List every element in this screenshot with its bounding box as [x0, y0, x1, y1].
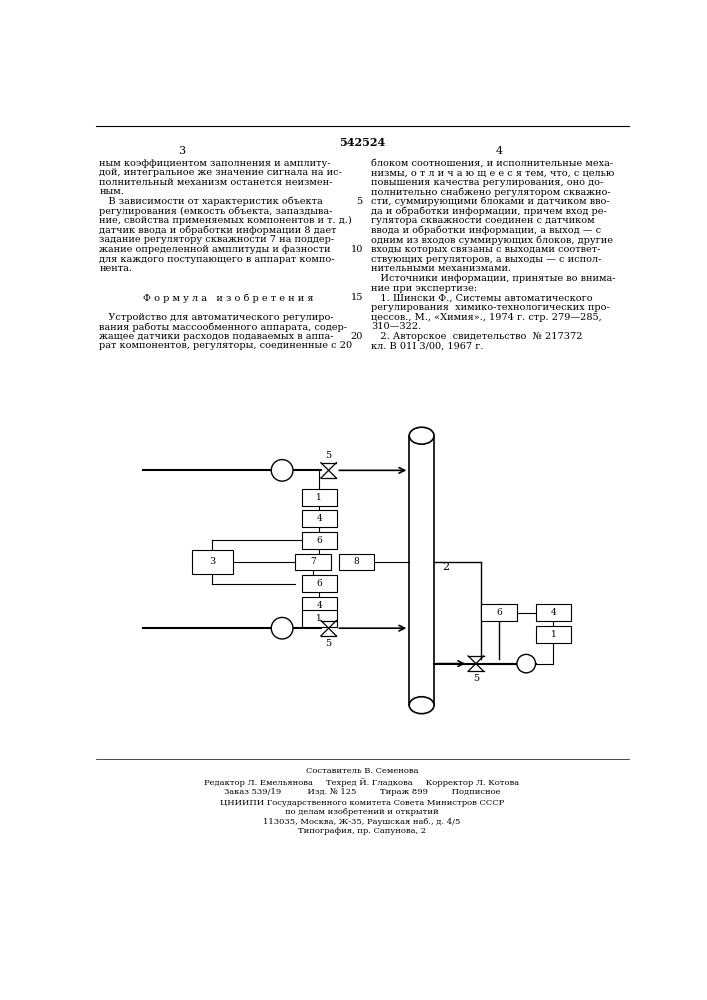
Text: В зависимости от характеристик объекта: В зависимости от характеристик объекта: [99, 197, 323, 207]
Text: жащее датчики расходов подаваемых в аппа-: жащее датчики расходов подаваемых в аппа…: [99, 332, 334, 341]
Text: для каждого поступающего в аппарат компо-: для каждого поступающего в аппарат компо…: [99, 255, 334, 264]
Text: 5: 5: [325, 639, 332, 648]
Text: 2: 2: [442, 562, 449, 572]
Circle shape: [271, 460, 293, 481]
Bar: [301, 532, 337, 549]
Text: ние, свойства применяемых компонентов и т. д.): ние, свойства применяемых компонентов и …: [99, 216, 352, 225]
Text: 4: 4: [317, 514, 322, 523]
Text: блоком соотношения, и исполнительные меха-: блоком соотношения, и исполнительные мех…: [371, 158, 614, 167]
Ellipse shape: [409, 697, 434, 714]
Bar: [301, 489, 337, 506]
Text: ЦНИИПИ Государственного комитета Совета Министров СССР: ЦНИИПИ Государственного комитета Совета …: [220, 799, 504, 807]
Text: низмы, о т л и ч а ю щ е е с я тем, что, с целью: низмы, о т л и ч а ю щ е е с я тем, что,…: [371, 168, 614, 177]
Text: Заказ 539/19          Изд. № 125         Тираж 899         Подписное: Заказ 539/19 Изд. № 125 Тираж 899 Подпис…: [223, 788, 500, 796]
Text: кл. В 01I 3/00, 1967 г.: кл. В 01I 3/00, 1967 г.: [371, 341, 484, 350]
Text: 310—322.: 310—322.: [371, 322, 421, 331]
Text: ввода и обработки информации, а выход — с: ввода и обработки информации, а выход — …: [371, 226, 602, 235]
Text: 113035, Москва, Ж-35, Раушская наб., д. 4/5: 113035, Москва, Ж-35, Раушская наб., д. …: [263, 818, 461, 826]
Text: вания работы массообменного аппарата, содер-: вания работы массообменного аппарата, со…: [99, 322, 347, 332]
Bar: [301, 575, 337, 592]
Text: ние при экспертизе:: ние при экспертизе:: [371, 284, 477, 293]
Text: жание определенной амплитуды и фазности: жание определенной амплитуды и фазности: [99, 245, 331, 254]
Text: 4: 4: [551, 608, 556, 617]
Text: 2. Авторское  свидетельство  № 217372: 2. Авторское свидетельство № 217372: [371, 332, 583, 341]
Text: нента.: нента.: [99, 264, 132, 273]
Circle shape: [271, 617, 293, 639]
Text: 3: 3: [209, 557, 216, 566]
Text: полнительно снабжено регулятором скважно-: полнительно снабжено регулятором скважно…: [371, 187, 611, 197]
Text: по делам изобретений и открытий: по делам изобретений и открытий: [285, 808, 439, 816]
Text: 3: 3: [178, 146, 185, 156]
Bar: [301, 597, 337, 614]
Text: одним из входов суммирующих блоков, другие: одним из входов суммирующих блоков, друг…: [371, 235, 613, 245]
Text: цессов., М., «Химия»., 1974 г. стр. 279—285,: цессов., М., «Химия»., 1974 г. стр. 279—…: [371, 312, 602, 322]
Text: полнительный механизм останется неизмен-: полнительный механизм останется неизмен-: [99, 178, 332, 187]
Text: 1: 1: [317, 614, 322, 623]
Text: 542524: 542524: [339, 137, 385, 148]
Text: повышения качества регулирования, оно до-: повышения качества регулирования, оно до…: [371, 178, 604, 187]
Text: 15: 15: [351, 293, 363, 302]
Text: входы которых связаны с выходами соответ-: входы которых связаны с выходами соответ…: [371, 245, 601, 254]
Text: 6: 6: [317, 579, 322, 588]
Text: 5: 5: [473, 674, 479, 683]
Text: регулирования (емкость объекта, запаздыва-: регулирования (емкость объекта, запаздыв…: [99, 207, 332, 216]
Bar: [409, 436, 434, 705]
Text: 1: 1: [551, 630, 556, 639]
Text: Устройство для автоматического регулиро-: Устройство для автоматического регулиро-: [99, 312, 334, 322]
Bar: [192, 550, 233, 574]
Text: ным коэффициентом заполнения и амплиту-: ным коэффициентом заполнения и амплиту-: [99, 158, 331, 167]
Text: Редактор Л. Емельянова     Техред Й. Гладкова     Корректор Л. Котова: Редактор Л. Емельянова Техред Й. Гладков…: [204, 778, 520, 787]
Ellipse shape: [409, 427, 434, 444]
Text: 20: 20: [351, 332, 363, 341]
Text: 5: 5: [356, 197, 363, 206]
Text: задание регулятору скважности 7 на поддер-: задание регулятору скважности 7 на подде…: [99, 235, 334, 244]
Text: Источники информации, принятые во внима-: Источники информации, принятые во внима-: [371, 274, 616, 283]
Text: да и обработки информации, причем вход ре-: да и обработки информации, причем вход р…: [371, 207, 607, 216]
Bar: [301, 610, 337, 627]
Text: 5: 5: [325, 451, 332, 460]
Bar: [339, 554, 374, 570]
Text: рат компонентов, регуляторы, соединенные с 20: рат компонентов, регуляторы, соединенные…: [99, 341, 352, 350]
Text: 1. Шински Ф., Системы автоматического: 1. Шински Ф., Системы автоматического: [371, 293, 593, 302]
Circle shape: [517, 654, 535, 673]
Text: 7: 7: [310, 557, 316, 566]
Text: Ф о р м у л а   и з о б р е т е н и я: Ф о р м у л а и з о б р е т е н и я: [143, 293, 313, 303]
Text: нительными механизмами.: нительными механизмами.: [371, 264, 511, 273]
Text: ствующих регуляторов, а выходы — с испол-: ствующих регуляторов, а выходы — с испол…: [371, 255, 602, 264]
Text: Составитель В. Семенова: Составитель В. Семенова: [305, 767, 419, 775]
Bar: [296, 554, 331, 570]
Bar: [535, 604, 571, 621]
Text: 6: 6: [496, 608, 502, 617]
Text: регулирования  химико-технологических про-: регулирования химико-технологических про…: [371, 303, 610, 312]
Text: 4: 4: [317, 601, 322, 610]
Text: Типография, пр. Сапунова, 2: Типография, пр. Сапунова, 2: [298, 827, 426, 835]
Text: дой, интегральное же значение сигнала на ис-: дой, интегральное же значение сигнала на…: [99, 168, 342, 177]
Text: 1: 1: [317, 493, 322, 502]
Text: датчик ввода и обработки информации 8 дает: датчик ввода и обработки информации 8 да…: [99, 226, 337, 235]
Text: 8: 8: [354, 557, 359, 566]
Text: сти, суммирующими блоками и датчиком вво-: сти, суммирующими блоками и датчиком вво…: [371, 197, 610, 207]
Text: гулятора скважности соединен с датчиком: гулятора скважности соединен с датчиком: [371, 216, 595, 225]
Text: ным.: ным.: [99, 187, 124, 196]
Text: 10: 10: [351, 245, 363, 254]
Bar: [535, 626, 571, 643]
Text: 6: 6: [317, 536, 322, 545]
Text: 4: 4: [496, 146, 503, 156]
Bar: [481, 604, 517, 621]
Bar: [301, 510, 337, 527]
